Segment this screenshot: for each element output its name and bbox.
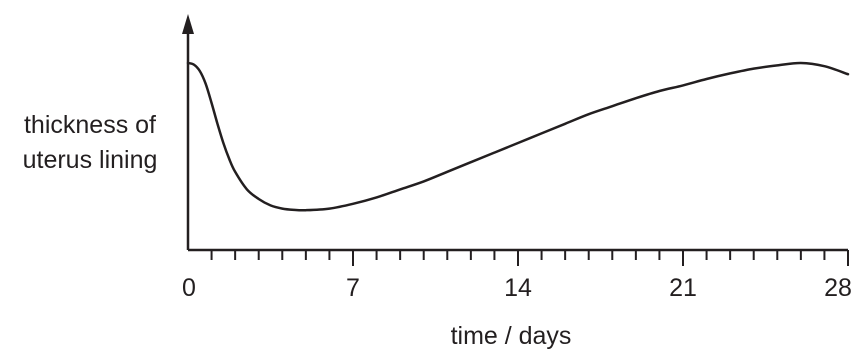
x-axis-tick-labels: 0 7 14 21 28 [182, 274, 851, 302]
x-tick-label: 14 [504, 274, 532, 302]
y-axis-arrow-icon [182, 14, 194, 34]
series-line [186, 61, 850, 212]
x-tick-label: 7 [346, 274, 360, 302]
axes [182, 14, 848, 252]
x-axis-ticks [210, 250, 849, 266]
x-axis-title: time / days [451, 322, 572, 350]
y-axis-title-line-2: uterus lining [23, 146, 158, 174]
y-axis-title-line-1: thickness of [24, 111, 156, 139]
x-tick-label: 0 [182, 274, 196, 302]
x-tick-label: 21 [669, 274, 697, 302]
x-tick-label: 28 [824, 274, 851, 302]
